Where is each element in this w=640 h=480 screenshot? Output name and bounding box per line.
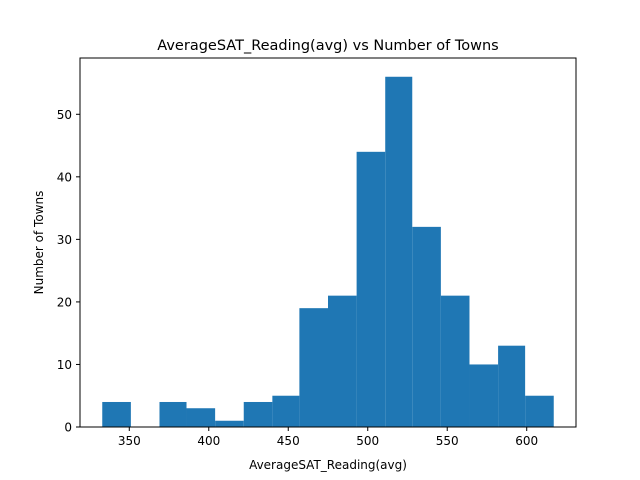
- histogram-bar-15: [525, 395, 554, 427]
- histogram-bar-13: [469, 364, 499, 427]
- histogram-bar-6: [272, 395, 300, 427]
- y-tick-label: 50: [57, 108, 72, 122]
- histogram-bar-5: [243, 401, 273, 427]
- x-tick-label: 450: [277, 434, 300, 448]
- histogram-bar-0: [102, 401, 131, 427]
- y-axis-label: Number of Towns: [32, 191, 46, 295]
- histogram-bar-3: [186, 408, 216, 427]
- histogram-bar-11: [412, 226, 441, 427]
- histogram-bar-9: [356, 151, 386, 428]
- y-tick-label: 20: [57, 295, 72, 309]
- histogram-bar-4: [215, 420, 244, 427]
- y-tick-label: 0: [64, 421, 72, 435]
- histogram-bar-14: [498, 345, 526, 427]
- x-axis-ticks: 350 400 450 500 550 600: [118, 427, 538, 448]
- x-tick-label: 400: [197, 434, 220, 448]
- axes-frame: [79, 57, 577, 428]
- x-axis-label: AverageSAT_Reading(avg): [249, 458, 407, 472]
- x-tick-label: 550: [436, 434, 459, 448]
- chart-title: AverageSAT_Reading(avg) vs Number of Tow…: [157, 38, 498, 54]
- y-tick-label: 40: [57, 170, 72, 184]
- bars-group: [102, 76, 554, 428]
- histogram-bar-2: [159, 401, 187, 427]
- x-tick-label: 500: [356, 434, 379, 448]
- histogram-bar-8: [328, 295, 357, 427]
- x-tick-label: 600: [515, 434, 538, 448]
- histogram-bar-10: [385, 76, 413, 428]
- x-tick-label: 350: [118, 434, 141, 448]
- y-axis-ticks: 0 10 20 30 40 50: [57, 108, 80, 435]
- histogram-bar-7: [299, 308, 328, 427]
- histogram-bar-12: [440, 295, 470, 427]
- y-tick-label: 30: [57, 233, 72, 247]
- y-tick-label: 10: [57, 358, 72, 372]
